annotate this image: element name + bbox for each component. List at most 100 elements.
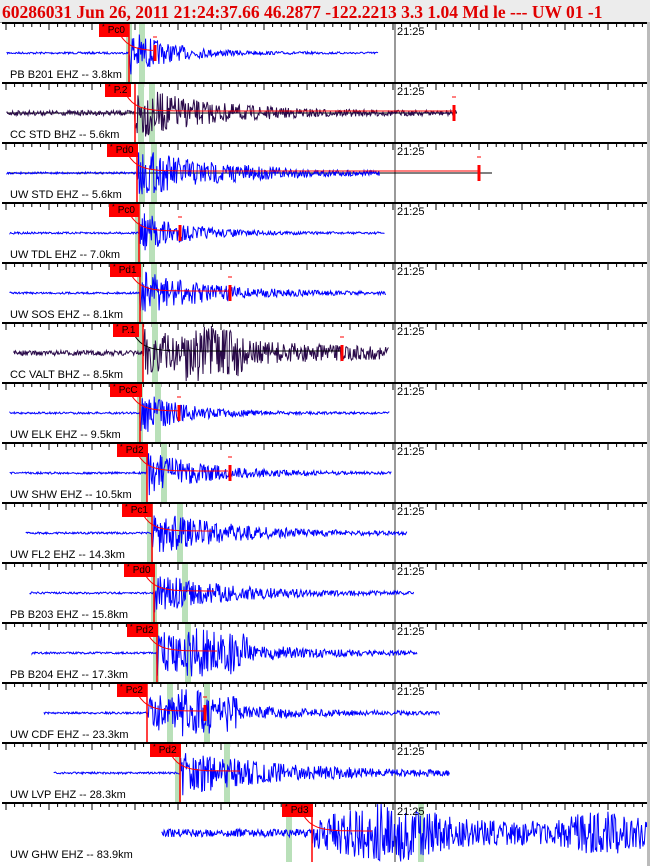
scrollbar[interactable] (647, 22, 650, 866)
pick-star: * (113, 264, 116, 271)
station-label: UW SHW EHZ -- 10.5km (10, 489, 132, 501)
waveform-trace (161, 804, 647, 862)
time-label: 21:25 (397, 746, 425, 758)
coda-marker (477, 165, 481, 181)
waveform-trace (9, 271, 387, 312)
station-label: UW TDL EHZ -- 7.0km (10, 249, 121, 261)
time-label: 21:25 (397, 206, 425, 218)
phase-pick-flag[interactable]: * Pc0 (109, 204, 139, 217)
seismogram-panel[interactable]: * Pd2 21:25 PB B204 EHZ -- 17.3km (2, 622, 647, 682)
pick-label: Pd2 (125, 445, 144, 456)
coda-curve (124, 146, 479, 172)
time-label: 21:25 (397, 446, 425, 458)
phase-pick-flag[interactable]: * Pd2 (150, 744, 181, 757)
seismogram-panel[interactable]: * Pc0 21:25 PB B201 EHZ -- 3.8km (2, 22, 647, 82)
waveform-plot (5, 444, 643, 502)
waveform-plot (5, 204, 643, 262)
seismogram-panel[interactable]: * P.1 21:25 CC VALT BHZ -- 8.5km (2, 322, 647, 382)
station-label: UW CDF EHZ -- 23.3km (10, 729, 129, 741)
waveform-plot (5, 24, 643, 82)
waveform-trace (9, 213, 385, 251)
phase-pick-flag[interactable]: * Pc1 (122, 504, 152, 517)
pick-star: * (285, 804, 288, 811)
phase-pick-flag[interactable]: * P.2 (105, 84, 132, 97)
phase-pick-flag[interactable]: * Pc0 (99, 24, 129, 37)
station-label: PB B201 EHZ -- 3.8km (10, 69, 122, 81)
time-label: 21:25 (397, 566, 425, 578)
coda-marker (203, 705, 207, 721)
waveform-trace (43, 689, 440, 737)
waveform-trace (53, 753, 450, 796)
coda-curve (127, 386, 180, 412)
coda-curve (144, 626, 217, 652)
seismogram-panel[interactable]: * Pd2 21:25 UW SHW EHZ -- 10.5km (2, 442, 647, 502)
pick-label: Pd1 (118, 265, 137, 276)
event-summary: 60286031 Jun 26, 2011 21:24:37.66 46.287… (2, 2, 603, 22)
time-label: 21:25 (397, 326, 425, 338)
time-label: 21:25 (397, 266, 425, 278)
seismogram-panel[interactable]: * Pd3 21:25 UW GHW EHZ -- 83.9km (2, 802, 647, 862)
pick-star: * (113, 384, 116, 391)
seismogram-panel[interactable]: * Pd1 21:25 UW SOS EHZ -- 8.1km (2, 262, 647, 322)
waveform-trace (6, 34, 379, 75)
station-label: UW SOS EHZ -- 8.1km (10, 309, 124, 321)
phase-pick-flag[interactable]: * Pd2 (127, 624, 158, 637)
waveform-plot (5, 384, 643, 442)
seismogram-panel[interactable]: * Pc0 21:25 UW TDL EHZ -- 7.0km (2, 202, 647, 262)
waveform-trace (9, 396, 390, 432)
waveform-trace (6, 91, 457, 137)
waveform-trace (9, 453, 392, 496)
coda-curve (130, 326, 341, 352)
coda-marker (153, 45, 157, 61)
seismogram-panel[interactable]: * Pd0 21:25 UW STD EHZ -- 5.6km (2, 142, 647, 202)
time-label: 21:25 (397, 146, 425, 158)
time-label: 21:25 (397, 686, 425, 698)
coda-curve (139, 506, 212, 532)
station-label: UW LVP EHZ -- 28.3km (10, 789, 126, 801)
pick-star: * (112, 204, 115, 211)
time-label: 21:25 (397, 26, 425, 38)
time-label: 21:25 (397, 86, 425, 98)
coda-curve (299, 806, 372, 832)
pick-star: * (102, 24, 105, 31)
pick-star: * (120, 444, 123, 451)
coda-marker (452, 105, 456, 121)
station-label: CC STD BHZ -- 5.6km (10, 129, 120, 141)
pick-label: Pd0 (132, 565, 151, 576)
pick-label: Pc0 (107, 25, 125, 36)
phase-pick-flag[interactable]: * P.1 (113, 324, 140, 337)
phase-pick-flag[interactable]: * Pd2 (117, 444, 148, 457)
pick-label: Pd0 (115, 145, 134, 156)
phase-pick-flag[interactable]: * Pd1 (110, 264, 141, 277)
waveform-plot (5, 744, 643, 802)
phase-pick-flag[interactable]: * Pd0 (124, 564, 155, 577)
coda-curve (134, 686, 204, 712)
waveform-plot (5, 804, 647, 862)
pick-window (182, 564, 188, 622)
seismogram-panel[interactable]: * Pd0 21:25 PB B203 EHZ -- 15.8km (2, 562, 647, 622)
pick-label: P.1 (121, 325, 136, 336)
station-label: UW ELK EHZ -- 9.5km (10, 429, 121, 441)
coda-curve (122, 86, 453, 112)
event-header: 60286031 Jun 26, 2011 21:24:37.66 46.287… (0, 0, 650, 23)
phase-pick-flag[interactable]: * Pc2 (117, 684, 147, 697)
seismogram-panel[interactable]: * PcC 21:25 UW ELK EHZ -- 9.5km (2, 382, 647, 442)
seismogram-panel[interactable]: * Pd2 21:25 UW LVP EHZ -- 28.3km (2, 742, 647, 802)
pick-star: * (127, 564, 130, 571)
station-label: PB B203 EHZ -- 15.8km (10, 609, 128, 621)
pick-star: * (130, 624, 133, 631)
pick-star: * (120, 684, 123, 691)
pick-window (286, 804, 292, 862)
seismogram-panel[interactable]: * Pc2 21:25 UW CDF EHZ -- 23.3km (2, 682, 647, 742)
phase-pick-flag[interactable]: * PcC (110, 384, 142, 397)
station-label: UW FL2 EHZ -- 14.3km (10, 549, 125, 561)
seismogram-panel[interactable]: * P.2 21:25 CC STD BHZ -- 5.6km (2, 82, 647, 142)
coda-curve (134, 446, 228, 472)
phase-pick-flag[interactable]: * Pd0 (107, 144, 138, 157)
time-label: 21:25 (397, 386, 425, 398)
time-label: 21:25 (397, 626, 425, 638)
pick-label: Pd2 (135, 625, 154, 636)
seismogram-panel[interactable]: * Pc1 21:25 UW FL2 EHZ -- 14.3km (2, 502, 647, 562)
waveform-trace (29, 576, 415, 613)
phase-pick-flag[interactable]: * Pd3 (282, 804, 313, 817)
